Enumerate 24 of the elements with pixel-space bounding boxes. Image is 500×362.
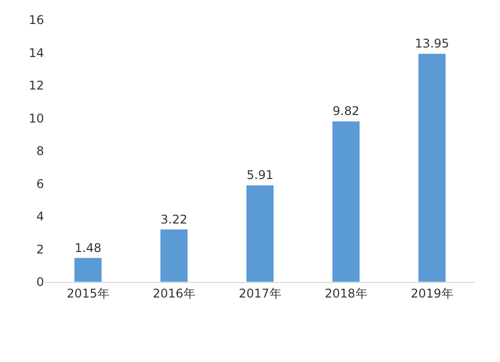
data-label: 9.82 [332, 104, 360, 118]
bar [418, 53, 446, 282]
bar [246, 184, 274, 282]
y-tick-label: 4 [36, 210, 44, 224]
x-tick-label: 2018年 [324, 286, 368, 300]
x-tick-label: 2015年 [66, 286, 110, 300]
x-tick-label: 2016年 [152, 286, 196, 300]
y-tick-label: 8 [36, 144, 44, 158]
data-label: 1.48 [74, 240, 102, 255]
y-tick-label: 0 [36, 275, 44, 290]
y-tick-label: 10 [28, 111, 44, 126]
y-tick-label: 14 [28, 46, 44, 60]
data-label: 5.91 [246, 168, 274, 182]
y-tick-label: 2 [36, 242, 44, 256]
y-tick-label: 12 [28, 78, 44, 93]
x-tick-label: 2019年 [410, 286, 454, 300]
bar [160, 229, 188, 282]
x-tick-label: 2017年 [238, 286, 282, 300]
data-label: 3.22 [160, 212, 188, 226]
data-label: 13.95 [414, 36, 450, 51]
bar [74, 258, 102, 282]
bar [332, 120, 360, 282]
y-tick-label: 16 [28, 13, 44, 28]
y-tick-label: 6 [36, 176, 44, 191]
